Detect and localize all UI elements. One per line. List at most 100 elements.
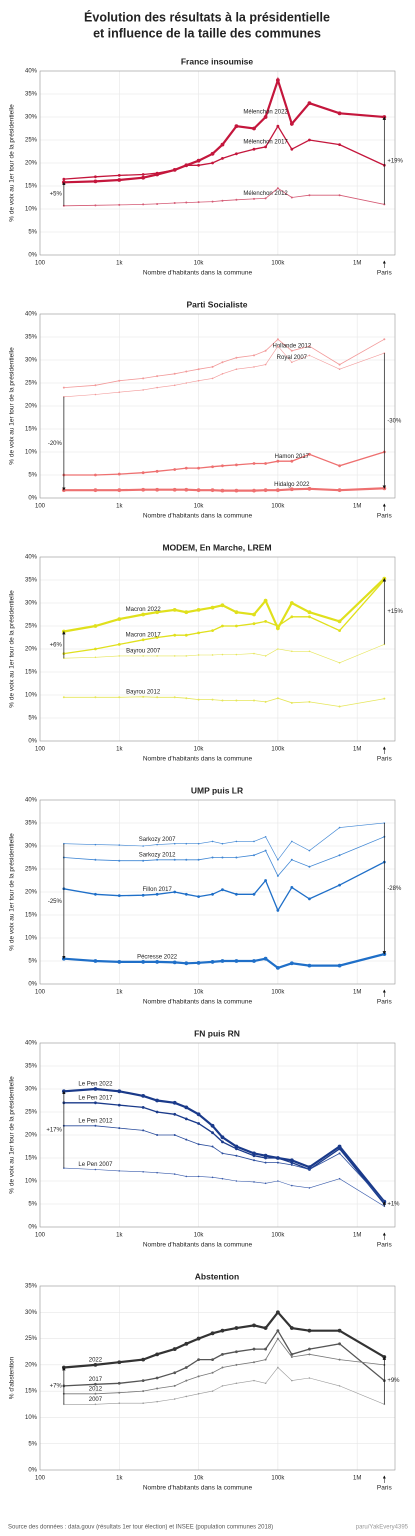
series-line [63,487,385,492]
data-point [252,892,256,896]
data-point [211,698,214,701]
data-point [252,1347,256,1351]
data-point [185,858,188,861]
y-tick-label: 15% [25,1156,38,1162]
series-label: 2012 [89,1386,103,1392]
data-point [142,389,144,391]
data-point [211,365,214,368]
data-point [155,1376,159,1380]
data-point [211,200,214,203]
data-point [338,1177,341,1180]
data-point [221,624,224,628]
data-point [277,859,279,861]
data-point [173,858,176,861]
data-point [290,858,293,861]
source: Source des données : data.gouv (résultat… [8,1525,273,1531]
series-label: Hollande 2012 [272,343,311,349]
data-point [185,201,188,204]
data-point [185,1379,188,1382]
data-point [118,696,121,699]
data-point [118,1402,121,1405]
data-point [338,854,341,857]
data-point [184,961,189,966]
data-point [184,1341,189,1346]
data-point [252,147,256,151]
data-point [173,1112,177,1116]
y-tick-label: 5% [28,959,37,965]
data-point [173,1134,176,1136]
y-tick-label: 0% [28,253,37,259]
x-axis-label: Nombre d'habitants dans la commune [143,1242,253,1249]
data-point [308,1377,311,1379]
data-point [142,203,145,206]
right-note: -28% [387,886,402,892]
data-point [338,1342,341,1346]
data-point [277,1366,279,1369]
data-point [252,959,256,963]
y-tick-label: 0% [28,496,37,502]
data-point [93,959,98,963]
data-point [290,147,294,151]
left-note: -25% [48,899,63,905]
left-note: -20% [48,441,63,447]
data-point [117,960,122,964]
data-point [290,1161,294,1164]
data-point [155,1352,160,1357]
series-line [63,1087,386,1203]
data-point [264,620,267,623]
paris-label: Paris [377,999,393,1006]
data-point [235,856,238,859]
y-tick-label: 35% [25,1064,38,1070]
data-point [141,1106,145,1109]
series-label: Bayrou 2007 [126,648,161,654]
data-point [173,468,177,471]
data-point [308,1347,311,1351]
data-point [117,1089,122,1094]
y-axis-label: % de voix au 1er tour de la présidentiel… [9,833,16,951]
data-point [289,601,294,605]
data-point [142,1171,144,1173]
data-point [253,1361,256,1364]
y-tick-label: 10% [25,1415,38,1421]
data-point [93,1362,98,1367]
data-point [264,1382,267,1385]
chart-title: UMP puis LR [191,785,243,795]
data-point [155,610,160,615]
data-point [155,636,159,639]
y-tick-label: 20% [25,1362,38,1368]
x-tick-label: 100 [35,261,46,267]
series-line [63,1125,385,1202]
data-point [263,1153,268,1158]
data-point [221,842,224,845]
data-point [338,1358,341,1361]
data-point [141,893,145,897]
data-point [210,1123,215,1128]
y-axis-label: % de voix au 1er tour de la présidentiel… [9,104,16,222]
data-point [291,1184,293,1187]
data-point [235,1382,238,1385]
y-tick-label: 25% [25,1110,38,1116]
data-point [185,1175,188,1178]
data-point [118,844,121,846]
data-point [253,366,255,368]
data-point [235,368,238,371]
y-tick-label: 30% [25,844,38,850]
chart-title: MODEM, En Marche, LREM [162,542,271,552]
data-point [211,1176,214,1179]
data-point [276,1156,280,1160]
chart-title: France insoumise [181,56,254,66]
data-point [307,486,312,491]
data-point [210,488,215,493]
data-point [289,487,294,492]
y-tick-label: 10% [25,693,38,699]
x-tick-label: 1M [353,261,361,267]
data-point [338,194,341,197]
series-label: Mélenchon 2017 [243,139,288,145]
data-point [172,487,177,492]
y-tick-label: 15% [25,913,38,919]
data-point [155,171,159,175]
data-point [264,462,267,465]
data-point [235,198,238,201]
series-line [63,1102,385,1205]
data-point [142,845,144,847]
